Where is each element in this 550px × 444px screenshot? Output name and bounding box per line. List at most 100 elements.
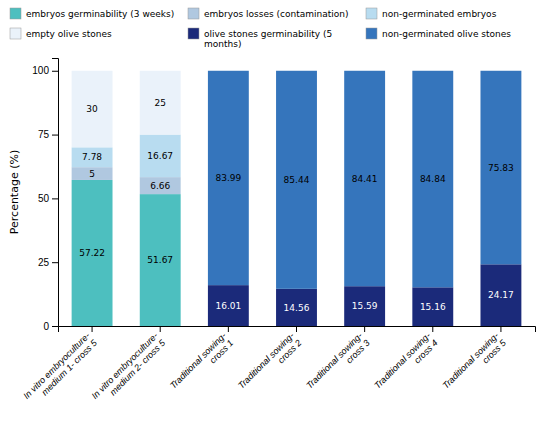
x-tick-label: Traditional sowing-cross 3 bbox=[304, 331, 371, 398]
y-axis: 0 25 50 75 100 bbox=[32, 59, 58, 332]
bar-segment bbox=[412, 287, 453, 326]
x-tick-label: Traditional sowing-cross 2 bbox=[236, 331, 303, 398]
y-tick-label: 75 bbox=[38, 129, 50, 140]
data-label: 84.84 bbox=[420, 174, 446, 184]
bar-segment bbox=[344, 286, 385, 326]
x-tick-mark bbox=[92, 326, 93, 332]
bar-segment bbox=[480, 71, 521, 265]
legend: embryos germinability (3 weeks) embryos l… bbox=[10, 8, 511, 49]
x-tick: Traditional sowing-cross 2 bbox=[236, 326, 303, 398]
series bbox=[72, 71, 181, 148]
bar-segment bbox=[140, 135, 181, 178]
data-label: 14.56 bbox=[284, 303, 310, 313]
x-tick: Traditional sowing-cross 5 bbox=[441, 326, 509, 398]
x-tick-mark bbox=[432, 326, 433, 332]
x-tick-label: Traditional sowing-cross 5 bbox=[441, 330, 509, 398]
data-label: 51.67 bbox=[147, 255, 173, 265]
legend-swatch bbox=[188, 8, 199, 19]
data-label: 6.66 bbox=[150, 181, 170, 191]
bar-segment bbox=[208, 285, 249, 326]
y-axis-line bbox=[52, 59, 59, 327]
bar-segment bbox=[208, 71, 249, 285]
legend-item: non-germinated olive stones bbox=[366, 28, 511, 39]
bar-segment bbox=[276, 71, 317, 289]
data-label: 16.67 bbox=[147, 151, 173, 161]
bar-segment bbox=[140, 71, 181, 135]
legend-item: empty olive stones bbox=[10, 28, 112, 39]
bar-segment bbox=[412, 71, 453, 288]
legend-label: olive stones germinability (5months) bbox=[204, 29, 332, 49]
x-tick: In vitro embryoculture-medium 2- cross 5 bbox=[89, 326, 167, 408]
y-tick-mark bbox=[52, 326, 58, 327]
data-label: 83.99 bbox=[215, 173, 241, 183]
data-label: 85.44 bbox=[284, 175, 310, 185]
legend-label: embryos germinability (3 weeks) bbox=[26, 9, 174, 19]
data-label: 24.17 bbox=[488, 290, 514, 300]
y-tick: 100 bbox=[32, 65, 58, 76]
legend-item: non-germinated embryos bbox=[366, 8, 497, 19]
legend-swatch bbox=[366, 28, 377, 39]
y-tick-mark bbox=[52, 198, 58, 199]
y-tick-label: 50 bbox=[38, 193, 50, 204]
bar-segment bbox=[72, 70, 113, 71]
y-axis-title: Percentage (%) bbox=[8, 150, 21, 234]
y-tick: 25 bbox=[38, 257, 58, 268]
data-label: 84.41 bbox=[352, 174, 378, 184]
data-label: 15.59 bbox=[352, 301, 378, 311]
y-tick: 75 bbox=[38, 129, 58, 140]
x-tick-label: Traditional sowing-cross 4 bbox=[372, 331, 439, 398]
data-label: 16.01 bbox=[215, 301, 241, 311]
data-label: 25 bbox=[154, 98, 165, 108]
bar-segment bbox=[72, 180, 113, 326]
data-label: 30 bbox=[86, 104, 98, 114]
legend-swatch bbox=[10, 8, 21, 19]
x-tick: Traditional sowing-cross 4 bbox=[372, 326, 439, 398]
x-tick-label: Traditional sowing-cross 1 bbox=[168, 331, 235, 398]
x-tick-label: In vitro embryoculture-medium 2- cross 5 bbox=[89, 330, 167, 408]
bar-segment bbox=[72, 71, 113, 148]
y-tick: 50 bbox=[38, 193, 58, 204]
legend-label: non-germinated olive stones bbox=[382, 29, 511, 39]
bar-segment bbox=[140, 70, 181, 71]
legend-swatch bbox=[366, 8, 377, 19]
y-tick-mark bbox=[52, 71, 58, 72]
chart: 0 25 50 75 100 In vitro embryoculture-medium … bbox=[0, 0, 550, 444]
data-label: 15.16 bbox=[420, 302, 446, 312]
legend-label: empty olive stones bbox=[26, 29, 112, 39]
legend-item: olive stones germinability (5months) bbox=[188, 28, 332, 49]
legend-label: non-germinated embryos bbox=[382, 9, 497, 19]
x-tick: Traditional sowing-cross 3 bbox=[304, 326, 371, 398]
y-tick-mark bbox=[52, 135, 58, 136]
y-tick-label: 0 bbox=[43, 321, 49, 332]
data-labels: 57.2251.6756.667.7816.67302516.0114.5615… bbox=[79, 98, 514, 313]
y-tick-label: 100 bbox=[32, 65, 49, 76]
x-tick: Traditional sowing-cross 1 bbox=[168, 326, 235, 398]
series bbox=[208, 71, 521, 289]
data-label: 57.22 bbox=[79, 248, 105, 258]
data-label: 75.83 bbox=[488, 163, 514, 173]
x-axis-line bbox=[59, 327, 536, 333]
x-tick-mark bbox=[228, 326, 229, 332]
bar-segment bbox=[140, 177, 181, 194]
bar-segment bbox=[276, 289, 317, 326]
legend-swatch bbox=[188, 28, 199, 39]
y-tick-label: 25 bbox=[38, 257, 50, 268]
x-tick-mark bbox=[364, 326, 365, 332]
legend-label: embryos losses (contamination) bbox=[204, 9, 349, 19]
bar-segment bbox=[480, 264, 521, 326]
x-axis: In vitro embryoculture-medium 1- cross 5… bbox=[21, 326, 535, 408]
x-tick-mark bbox=[296, 326, 297, 332]
legend-swatch bbox=[10, 28, 21, 39]
plot: 0 25 50 75 100 In vitro embryoculture-medium … bbox=[21, 59, 535, 409]
x-tick-label: In vitro embryoculture-medium 1- cross 5 bbox=[21, 330, 99, 408]
bar-segment bbox=[140, 70, 181, 71]
bar-segment bbox=[72, 167, 113, 180]
y-tick-mark bbox=[52, 262, 58, 263]
y-tick: 0 bbox=[43, 321, 58, 332]
bar-segment bbox=[72, 70, 113, 71]
legend-item: embryos germinability (3 weeks) bbox=[10, 8, 174, 19]
bar-segment bbox=[72, 147, 113, 167]
bar-segment bbox=[140, 194, 181, 326]
legend-item: embryos losses (contamination) bbox=[188, 8, 349, 19]
bar-segment bbox=[344, 71, 385, 286]
